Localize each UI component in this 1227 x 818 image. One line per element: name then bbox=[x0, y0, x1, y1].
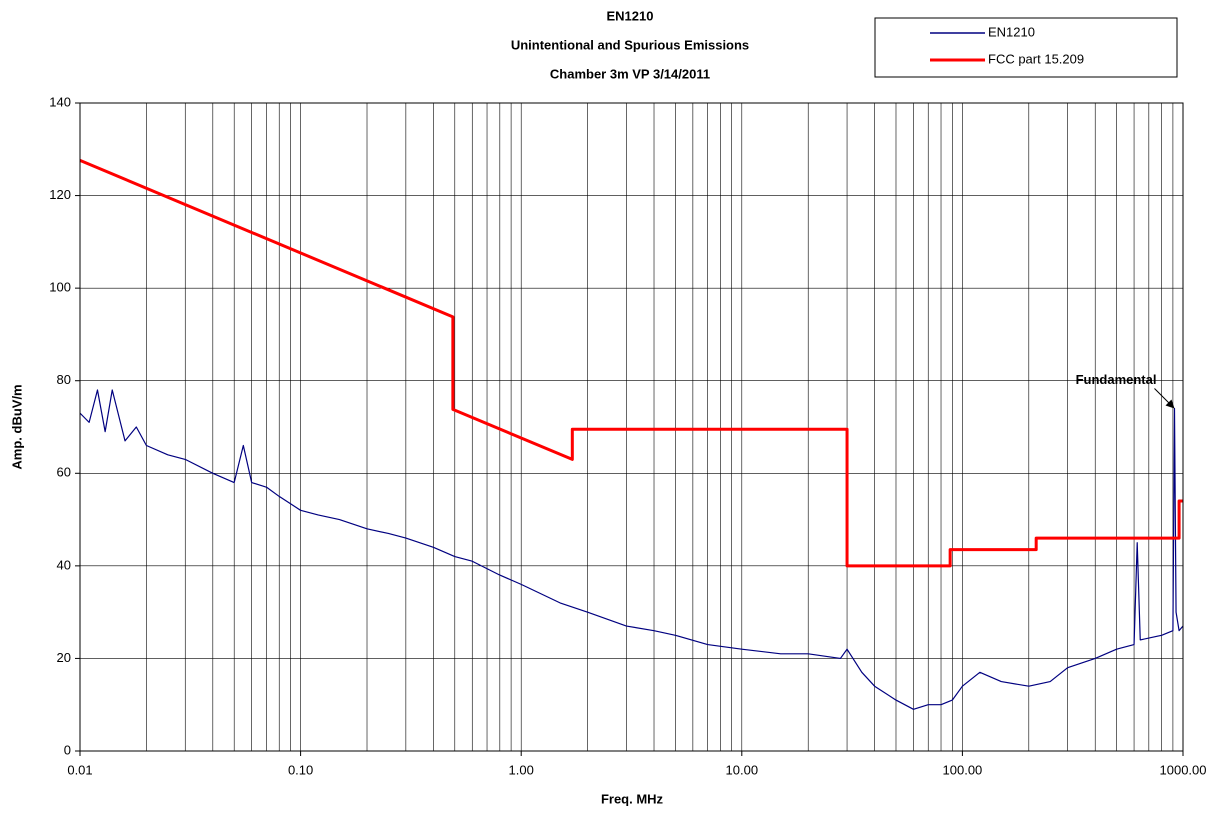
y-tick-label: 80 bbox=[57, 372, 71, 387]
plot-border bbox=[79, 102, 1184, 752]
annotation-arrowhead bbox=[1165, 399, 1175, 409]
chart-title: Unintentional and Spurious Emissions bbox=[511, 37, 749, 52]
y-axis-label: Amp. dBuV/m bbox=[9, 384, 24, 469]
y-tick-label: 140 bbox=[49, 94, 71, 109]
x-tick-label: 1.00 bbox=[509, 762, 534, 777]
x-tick-label: 0.01 bbox=[67, 762, 92, 777]
series-line bbox=[79, 389, 1184, 710]
plot-area bbox=[79, 102, 1184, 752]
y-tick-label: 40 bbox=[57, 557, 71, 572]
series-line bbox=[79, 159, 1183, 568]
y-tick-label: 0 bbox=[64, 742, 71, 757]
x-tick-label: 100.00 bbox=[943, 762, 983, 777]
x-axis-label: Freq. MHz bbox=[601, 791, 664, 806]
legend-label: FCC part 15.209 bbox=[988, 51, 1084, 66]
legend-box bbox=[874, 17, 1178, 78]
x-tick-label: 10.00 bbox=[726, 762, 759, 777]
x-tick-label: 0.10 bbox=[288, 762, 313, 777]
y-tick-label: 120 bbox=[49, 187, 71, 202]
y-tick-label: 60 bbox=[57, 465, 71, 480]
x-tick-label: 1000.00 bbox=[1160, 762, 1207, 777]
chart-title: Chamber 3m VP 3/14/2011 bbox=[550, 66, 710, 81]
legend-label: EN1210 bbox=[988, 24, 1035, 39]
chart-title: EN1210 bbox=[607, 8, 654, 23]
y-tick-label: 20 bbox=[57, 650, 71, 665]
annotation: Fundamental bbox=[1076, 372, 1157, 387]
y-tick-label: 100 bbox=[49, 280, 71, 295]
